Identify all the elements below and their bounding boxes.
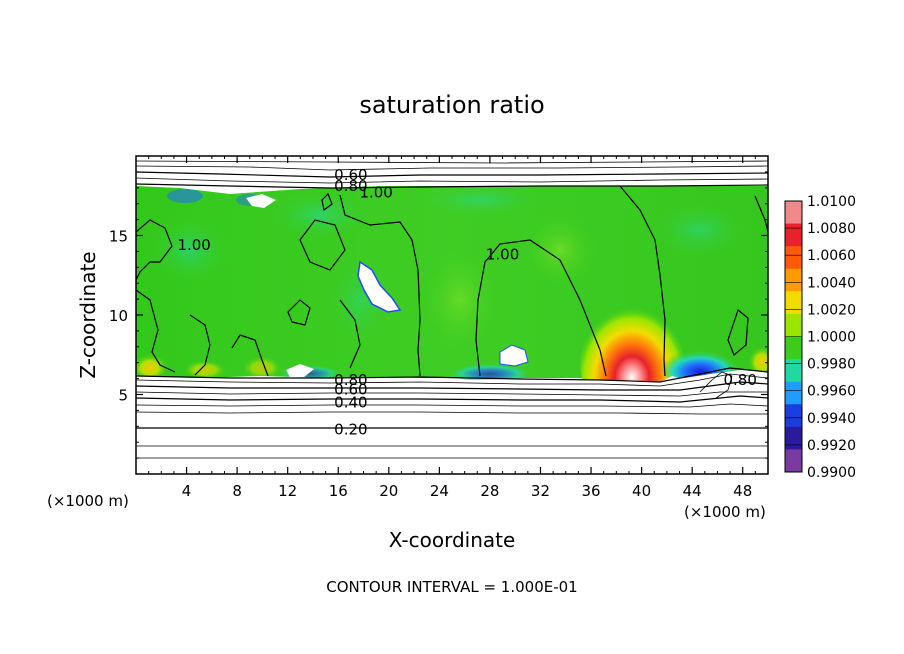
- x-axis: 4 8 12 16 20 24 28 32 36 40 44 48: [148, 156, 756, 500]
- x-axis-label: X-coordinate: [389, 528, 516, 552]
- colorbar-swatch: [785, 381, 802, 405]
- colorbar-swatch: [785, 201, 802, 225]
- contour-label: 0.60: [334, 166, 367, 184]
- contour-label: 0.80: [334, 371, 367, 389]
- y-axis-label: Z-coordinate: [76, 251, 100, 378]
- x-tick-label: 16: [329, 482, 348, 500]
- contour-label: 0.80: [723, 371, 756, 389]
- x-tick-label: 32: [531, 482, 550, 500]
- cyan-patch: [325, 250, 395, 350]
- x-tick-label: 36: [581, 482, 600, 500]
- colorbar-tick-label: 1.0100: [807, 194, 856, 210]
- colorbar-tick-label: 0.9920: [807, 438, 856, 454]
- colorbar-swatch: [785, 404, 802, 428]
- colorbar-swatch: [785, 268, 802, 292]
- upper-contours: [136, 160, 768, 189]
- x-unit-left: (×1000 m): [47, 492, 129, 510]
- x-tick-label: 44: [683, 482, 702, 500]
- dry-pocket: [286, 364, 314, 377]
- contour-interval-note: CONTOUR INTERVAL = 1.000E-01: [326, 578, 577, 596]
- cyan-patch: [265, 190, 375, 240]
- colorbar-tick-label: 1.0060: [807, 248, 856, 264]
- cyan-patch: [150, 215, 230, 285]
- cyan-patch: [410, 182, 550, 218]
- colorbar-swatch: [785, 246, 802, 270]
- y-axis: 5 10 15: [109, 171, 768, 459]
- light-green-patch: [420, 245, 500, 355]
- colorbar-tick-label: 0.9940: [807, 411, 856, 427]
- chart-title: saturation ratio: [359, 91, 544, 119]
- plot-area: [136, 156, 768, 474]
- colorbar-swatch: [785, 313, 802, 337]
- colorbar-swatch: [785, 336, 802, 360]
- x-tick-label: 48: [733, 482, 752, 500]
- subsaturated-area: [167, 189, 203, 203]
- colorbar-tick-label: 1.0000: [807, 330, 856, 346]
- colorbar-tick-label: 1.0080: [807, 221, 856, 237]
- lower-contours: [136, 367, 768, 459]
- colorbar-swatch: [785, 449, 802, 473]
- contour-label: 0.80: [334, 177, 367, 195]
- dry-pocket: [246, 194, 276, 208]
- subsaturated-area: [450, 362, 530, 382]
- x-tick-label: 24: [430, 482, 449, 500]
- contour-label: 1.00: [359, 184, 392, 202]
- contour-label: 0.40: [334, 393, 367, 411]
- yellow-patch: [183, 360, 227, 380]
- colorbar-swatch: [785, 359, 802, 383]
- contour-label: 0.60: [334, 381, 367, 399]
- colorbar-tick-label: 0.9960: [807, 384, 856, 400]
- yellow-patch: [136, 354, 168, 382]
- yellow-patch: [242, 356, 282, 380]
- dry-pocket: [499, 344, 529, 367]
- colorbar: 1.0100 1.0080 1.0060 1.0040 1.0020 1.0000 0.99…: [784, 194, 856, 481]
- cyan-patch: [650, 202, 750, 258]
- y-tick-label: 15: [109, 228, 128, 246]
- contour-labels: 0.600.801.001.001.000.800.600.400.200.80: [177, 166, 756, 438]
- x-tick-label: 28: [480, 482, 499, 500]
- colorbar-tick-label: 0.9980: [807, 357, 856, 373]
- colorbar-tick-label: 1.0020: [807, 302, 856, 318]
- x-tick-label: 20: [379, 482, 398, 500]
- light-green-patch: [520, 210, 600, 290]
- y-tick-label: 5: [118, 387, 128, 405]
- colorbar-tick-label: 1.0040: [807, 275, 856, 291]
- lower-dry-layer: [136, 370, 768, 474]
- dry-pocket: [357, 260, 402, 313]
- x-tick-label: 40: [632, 482, 651, 500]
- y-tick-label: 10: [109, 307, 128, 325]
- contour-label: 0.20: [334, 420, 367, 438]
- colorbar-swatch: [785, 223, 802, 247]
- colorbar-tick-label: 0.9900: [807, 465, 856, 481]
- x-tick-label: 12: [278, 482, 297, 500]
- contour-label: 1.00: [486, 246, 519, 264]
- colorbar-swatch: [785, 426, 802, 450]
- contour-label: 1.00: [177, 236, 210, 254]
- colorbar-swatch: [785, 291, 802, 315]
- x-tick-label: 4: [182, 482, 192, 500]
- x-unit-right: (×1000 m): [684, 503, 766, 521]
- x-tick-label: 8: [232, 482, 242, 500]
